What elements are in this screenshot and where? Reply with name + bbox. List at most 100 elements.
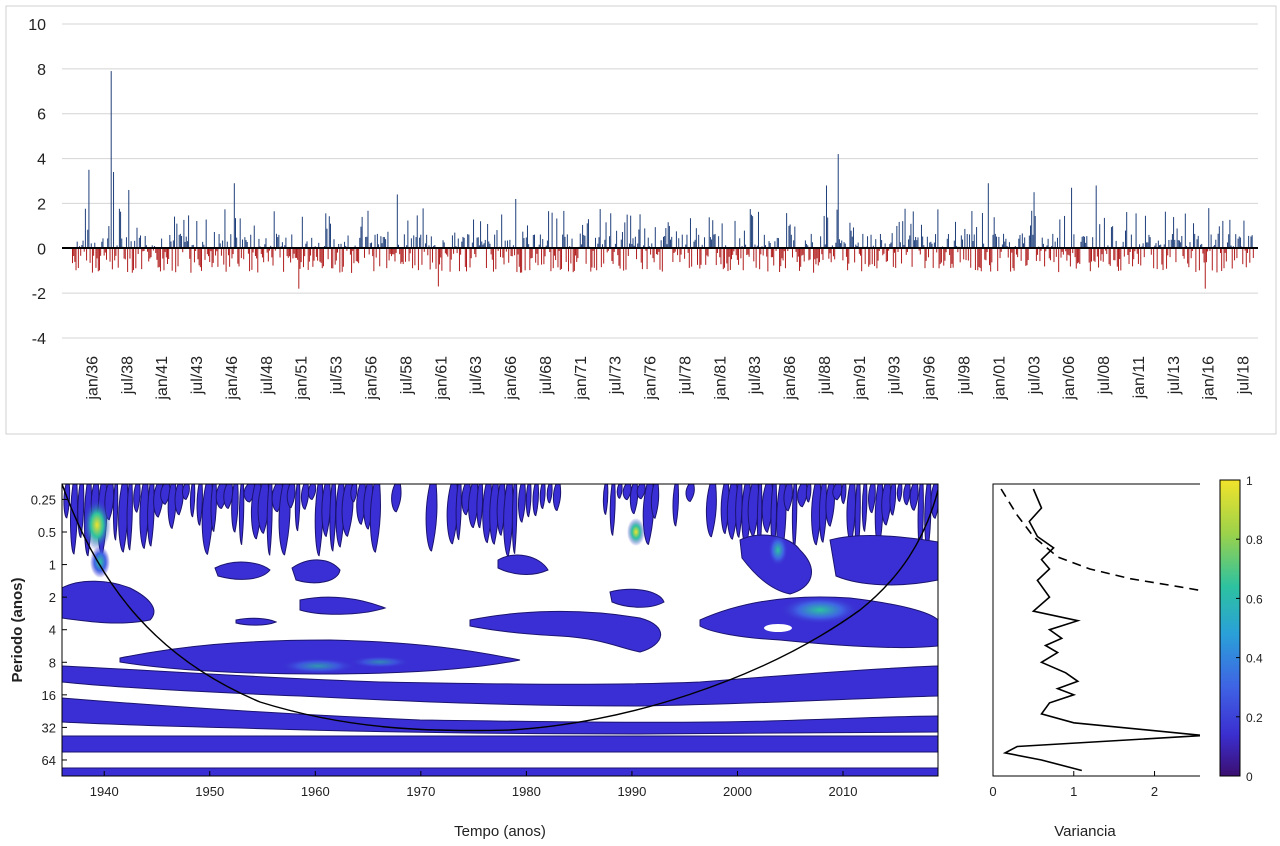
bar: [204, 248, 206, 260]
bar: [970, 248, 972, 268]
bar: [658, 248, 660, 252]
bar: [501, 214, 503, 249]
bar: [707, 248, 709, 257]
band-period-64: [62, 767, 938, 776]
bar: [627, 248, 629, 256]
bar: [1142, 243, 1144, 249]
bar: [171, 248, 173, 271]
bar: [890, 242, 892, 249]
bar: [654, 227, 656, 249]
bar: [491, 248, 493, 260]
bar: [687, 248, 689, 253]
bar: [752, 216, 754, 249]
bar: [264, 244, 266, 249]
bar: [428, 245, 430, 249]
bar: [444, 248, 446, 254]
bar: [1161, 248, 1163, 265]
fringe-blob: [909, 484, 919, 511]
bar: [225, 248, 227, 272]
bar: [372, 248, 374, 257]
bar: [1101, 248, 1103, 255]
hotspot-1939: [83, 499, 111, 551]
bar: [1082, 236, 1084, 249]
bar: [1184, 213, 1186, 249]
bar: [178, 234, 180, 249]
bar: [1201, 243, 1203, 249]
bar: [283, 248, 285, 272]
bar: [1155, 243, 1157, 249]
band-period-40: [62, 735, 938, 753]
bar: [562, 234, 564, 249]
bar: [874, 248, 876, 267]
bar: [529, 248, 531, 271]
bar: [203, 244, 205, 249]
bar: [471, 242, 473, 249]
fringe-blob: [182, 484, 190, 500]
fringe-blob: [350, 484, 358, 503]
bar: [441, 248, 443, 271]
bar: [502, 248, 504, 258]
x-tick-label: jul/98: [957, 356, 974, 395]
wavelet-y-axis-label: Periodo (anos): [9, 577, 26, 682]
bar: [919, 248, 921, 255]
bar: [689, 218, 691, 249]
bar: [415, 237, 417, 249]
bar: [720, 248, 722, 265]
bar: [169, 234, 171, 249]
bar: [525, 237, 527, 249]
bar: [879, 234, 881, 249]
bar: [463, 237, 465, 249]
bar: [74, 248, 76, 262]
year-tick-label: 1960: [301, 784, 330, 799]
bar: [898, 221, 900, 249]
fringe-blob: [238, 484, 245, 545]
bar: [352, 248, 354, 252]
bar: [716, 248, 718, 253]
y-tick-label: 10: [28, 17, 46, 34]
bar: [1008, 242, 1010, 249]
bar: [848, 248, 850, 264]
bar: [233, 183, 235, 249]
bar: [1081, 236, 1083, 249]
bar: [229, 248, 231, 267]
bar: [113, 172, 115, 249]
bar: [568, 248, 570, 272]
bar: [992, 234, 994, 249]
bar: [765, 245, 767, 249]
bar: [793, 240, 795, 249]
bar: [714, 234, 716, 249]
bar: [424, 243, 426, 249]
bar: [1012, 248, 1014, 269]
x-tick-label: jul/03: [1026, 356, 1043, 395]
bar: [776, 237, 778, 249]
bar: [72, 248, 73, 264]
bar: [768, 241, 770, 249]
fringe-blob: [629, 484, 639, 515]
fringe-blob: [783, 484, 793, 512]
bar: [731, 248, 733, 260]
bar: [719, 248, 721, 258]
bar: [912, 211, 914, 249]
bar: [1094, 248, 1096, 262]
bar: [875, 239, 877, 249]
bar: [1187, 248, 1189, 264]
bar: [645, 248, 647, 251]
bar: [984, 248, 986, 260]
bar: [827, 217, 829, 249]
bar: [485, 248, 487, 269]
bar: [884, 243, 886, 249]
bar: [946, 238, 948, 249]
bar: [977, 248, 979, 271]
cone-of-influence: [62, 484, 938, 732]
bar: [796, 248, 798, 262]
bar: [1227, 242, 1229, 249]
bar: [802, 248, 804, 255]
fringe-blob: [126, 484, 133, 551]
bar: [822, 248, 824, 260]
bar: [209, 248, 211, 262]
bar: [373, 248, 375, 272]
bar: [709, 237, 711, 249]
bar: [1033, 192, 1035, 249]
bar: [585, 248, 587, 264]
bar: [162, 248, 164, 259]
